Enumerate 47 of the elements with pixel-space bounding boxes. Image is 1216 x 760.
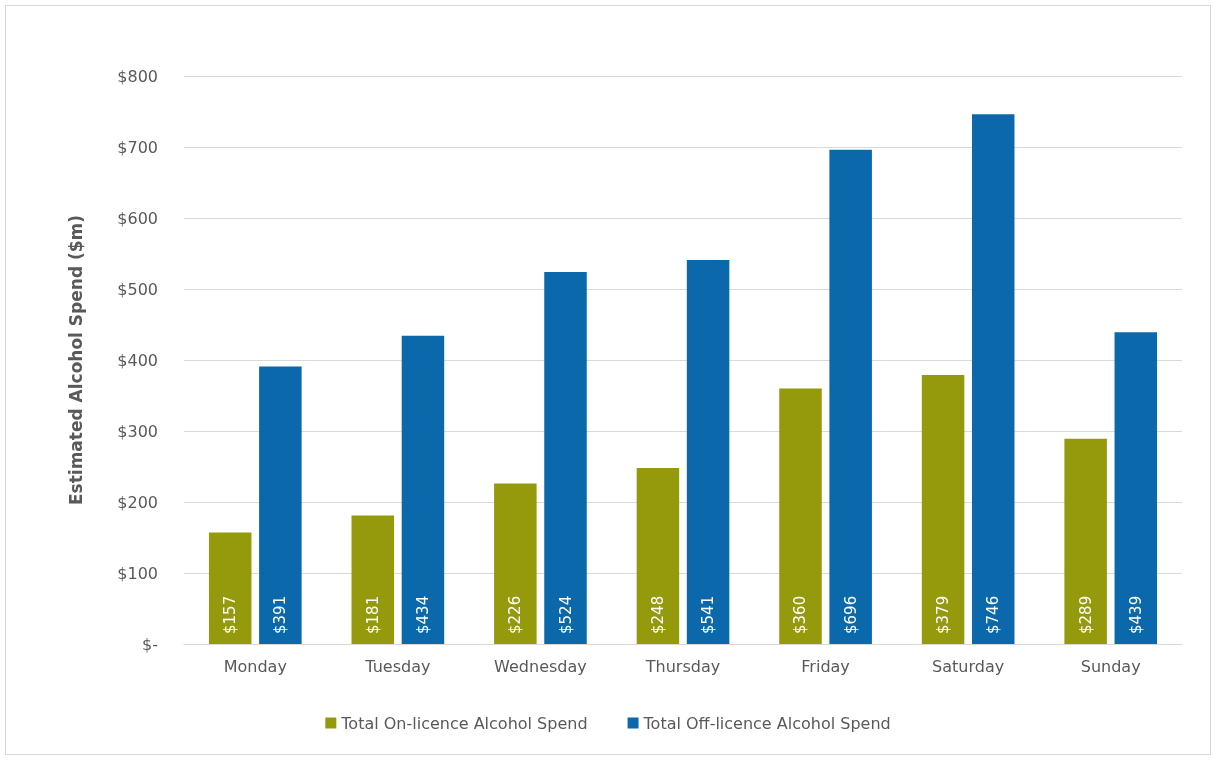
data-label: $360 xyxy=(791,595,810,634)
y-tick-label: $- xyxy=(142,634,158,654)
y-tick-label: $100 xyxy=(117,563,158,583)
x-tick-label: Monday xyxy=(223,656,287,676)
data-label: $157 xyxy=(221,595,240,634)
x-tick-label: Sunday xyxy=(1080,656,1141,676)
x-tick-label: Tuesday xyxy=(364,656,431,676)
x-tick-label: Friday xyxy=(801,656,850,676)
bar xyxy=(636,467,680,644)
data-label: $391 xyxy=(271,595,290,634)
data-label: $379 xyxy=(934,595,953,634)
y-tick-label: $800 xyxy=(117,66,158,86)
y-tick-label: $600 xyxy=(117,208,158,228)
bar xyxy=(494,483,537,644)
bar xyxy=(544,271,587,644)
y-tick-label: $200 xyxy=(117,492,158,512)
x-tick-label: Saturday xyxy=(932,656,1005,676)
data-label: $248 xyxy=(648,595,667,634)
x-tick-label: Thursday xyxy=(644,656,721,676)
data-label: $226 xyxy=(506,595,525,634)
bar xyxy=(351,515,395,644)
legend-label: Total Off-licence Alcohol Spend xyxy=(642,713,891,733)
data-label: $524 xyxy=(556,595,575,634)
y-tick-label: $500 xyxy=(117,279,158,299)
data-label: $746 xyxy=(984,595,1003,634)
bar xyxy=(1064,438,1107,644)
bar xyxy=(971,114,1015,644)
bar xyxy=(1114,332,1158,644)
data-label: $439 xyxy=(1126,595,1145,634)
bar xyxy=(208,532,252,644)
bar xyxy=(921,374,965,644)
y-axis-title: Estimated Alcohol Spend ($m) xyxy=(65,214,86,506)
y-tick-label: $700 xyxy=(117,137,158,157)
data-label: $696 xyxy=(841,595,860,634)
y-tick-label: $300 xyxy=(117,421,158,441)
bar xyxy=(259,366,302,644)
bar xyxy=(401,335,445,644)
data-label: $289 xyxy=(1076,595,1095,634)
data-label: $434 xyxy=(413,595,432,634)
bar xyxy=(686,259,730,644)
data-label: $181 xyxy=(363,595,382,634)
legend-label: Total On-licence Alcohol Spend xyxy=(340,713,588,733)
bar xyxy=(779,388,822,644)
y-tick-label: $400 xyxy=(117,350,158,370)
x-tick-label: Wednesday xyxy=(494,656,587,676)
data-label: $541 xyxy=(699,595,718,634)
bar xyxy=(829,149,872,644)
